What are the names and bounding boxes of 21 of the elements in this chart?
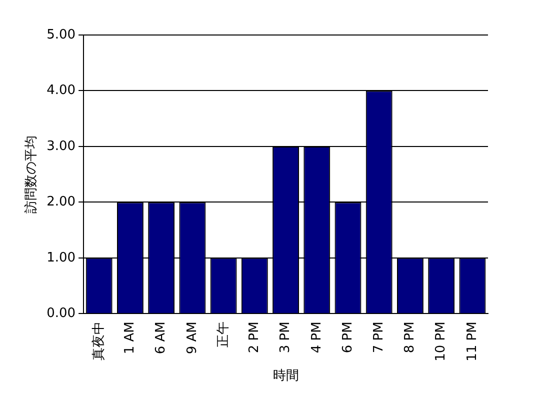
y-tick-label: 2.00 (46, 194, 76, 210)
x-tick-label: 6 PM (340, 322, 356, 354)
x-tick-label: 4 PM (309, 322, 324, 354)
y-tick-label: 0.00 (46, 306, 76, 322)
x-tick-label: 8 PM (402, 322, 418, 354)
x-tick-label: 真夜中 (90, 322, 106, 361)
x-tick-label: 2 PM (247, 322, 262, 354)
y-tick-label: 4.00 (46, 83, 76, 98)
x-tick-label: 正午 (216, 322, 231, 348)
x-tick-label: 3 PM (278, 322, 294, 354)
x-tick-label: 1 AM (122, 322, 138, 354)
x-tick-label: 6 AM (154, 322, 169, 354)
y-axis-title: 訪問数の平均 (24, 135, 40, 214)
x-tick-label: 7 PM (371, 322, 386, 354)
x-axis-title: 時間 (272, 368, 299, 384)
x-tick-label: 9 AM (184, 322, 200, 354)
y-tick-label: 3.00 (46, 138, 76, 154)
y-tick-label: 1.00 (46, 250, 76, 266)
y-tick-label: 5.00 (46, 27, 76, 42)
x-tick-label: 11 PM (464, 322, 480, 362)
x-tick-label: 10 PM (434, 322, 449, 362)
